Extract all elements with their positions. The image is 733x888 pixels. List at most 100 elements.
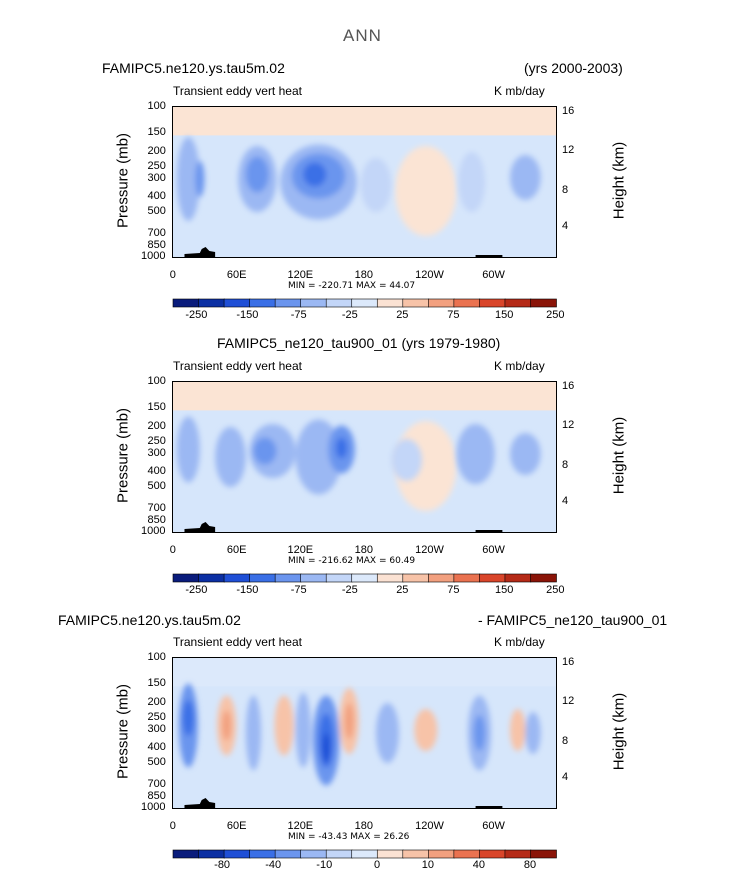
- panel3-y-tick: 300: [147, 722, 166, 735]
- panel3-min-max: MIN = -43.43 MAX = 26.26: [288, 832, 410, 842]
- panel3-units: K mb/day: [494, 635, 545, 649]
- panel3-contour-region: [525, 712, 541, 754]
- panel3-colorbar-swatch: [453, 849, 481, 859]
- panel2-contour-region: [456, 424, 495, 484]
- panel3-colorbar-label: 40: [472, 859, 486, 871]
- panel2-min-max: MIN = -216.62 MAX = 60.49: [288, 556, 416, 566]
- panel2-upper-band: [173, 382, 556, 411]
- panel1-colorbar-swatch: [453, 298, 481, 308]
- panel3-title-left: FAMIPC5.ne120.ys.tau5m.02: [58, 612, 241, 628]
- panel3-right-tick: 12: [562, 694, 575, 707]
- panel3-y-tick: 150: [147, 677, 166, 690]
- panel1-min-max: MIN = -220.71 MAX = 44.07: [288, 281, 416, 291]
- panel1-colorbar-label: -250: [185, 309, 208, 321]
- panel2-colorbar-label: 150: [495, 584, 514, 596]
- panel1-colorbar-label: -75: [290, 309, 307, 321]
- panel3-frame: [172, 657, 557, 809]
- panel3-y-tick: 1000: [141, 801, 166, 813]
- panel3-x-tick: 0: [169, 820, 176, 832]
- panel3-colorbar-swatch: [479, 849, 506, 859]
- panel3-contour-region: [245, 695, 262, 771]
- panel2-contour-region: [176, 416, 200, 483]
- panel1-title-right: (yrs 2000-2003): [524, 60, 623, 76]
- panel3-y-tick: 100: [147, 651, 166, 663]
- panel1-y-tick: 250: [147, 159, 166, 172]
- panel1-colorbar-swatch: [300, 298, 328, 308]
- panel3-colorbar-label: 0: [373, 859, 381, 871]
- panel1-colorbar-swatch: [504, 298, 532, 308]
- panel2-colorbar: [172, 573, 557, 583]
- panel1-x-tick: 0: [169, 269, 176, 281]
- panel1-y-tick: 850: [147, 239, 166, 252]
- panel1-y-tick: 1000: [141, 250, 166, 262]
- panel2-colorbar-label: -250: [185, 584, 208, 596]
- panel3-colorbar-label: -10: [316, 859, 333, 871]
- panel1-colorbar-swatch: [376, 298, 404, 308]
- panel1-x-tick: 120W: [415, 269, 444, 281]
- panel1-y-tick: 200: [147, 145, 166, 158]
- panel3-colorbar-swatch: [198, 849, 225, 859]
- panel2-colorbar-label: -75: [290, 584, 307, 596]
- panel3-colorbar-swatch: [274, 849, 302, 859]
- panel2-colorbar-swatch: [325, 573, 353, 583]
- panel3-colorbar-swatch: [249, 849, 276, 859]
- panel2-colorbar-swatch: [479, 573, 506, 583]
- panel3-y-tick: 850: [147, 790, 166, 803]
- panel2-colorbar-swatch: [376, 573, 404, 583]
- panel1-right-tick: 16: [562, 104, 575, 117]
- panel2-x-tick: 60E: [226, 544, 247, 556]
- panel1-colorbar-swatch: [479, 298, 506, 308]
- panel2-y-tick: 1000: [141, 525, 166, 537]
- panel1-colorbar-swatch: [249, 298, 276, 308]
- panel1-colorbar: [172, 298, 557, 308]
- panel3-terrain: [184, 798, 216, 808]
- panel1-y-tick: 400: [147, 190, 166, 203]
- panel2-right-tick: 12: [562, 418, 575, 431]
- panel2-colorbar-swatch: [249, 573, 276, 583]
- panel3-y-tick: 200: [147, 696, 166, 709]
- panel2-colorbar-swatch: [402, 573, 430, 583]
- panel2-contour-region: [510, 433, 541, 475]
- panel1-colorbar-swatch: [325, 298, 353, 308]
- panel2-colorbar-label: 25: [396, 584, 409, 596]
- panel3-x-tick: 180: [354, 820, 373, 832]
- panel1-colorbar-swatch: [172, 298, 200, 308]
- panel1-colorbar-label: -150: [236, 309, 259, 321]
- panel3-y-tick: 250: [147, 710, 166, 723]
- panel1-colorbar-swatch: [351, 298, 379, 308]
- panel2-title: FAMIPC5_ne120_tau900_01 (yrs 1979-1980): [217, 335, 501, 351]
- panel1-peach-region: [395, 146, 457, 236]
- panel3-colorbar-label: 10: [421, 859, 434, 871]
- panel2-contour-region: [253, 437, 277, 465]
- panel1-colorbar-label: 75: [447, 309, 460, 321]
- panel3-colorbar-label: -80: [214, 859, 231, 871]
- panel3-colorbar-swatch: [325, 849, 353, 859]
- panel2-colorbar-label: 250: [546, 584, 565, 596]
- panel3-right-tick: 8: [562, 735, 569, 747]
- panel3-subtitle: Transient eddy vert heat: [173, 635, 302, 649]
- panel1-colorbar-label: 150: [495, 309, 514, 321]
- panel3-right-tick: 4: [562, 771, 569, 783]
- panel2-ylabel-right: Height (km): [610, 416, 628, 495]
- panel3-ylabel-right: Height (km): [610, 692, 628, 771]
- panel3-x-tick: 120W: [415, 820, 444, 832]
- panel1-terrain: [475, 255, 503, 257]
- panel1-plot: [172, 106, 557, 258]
- panel3-contour-region: [182, 700, 195, 736]
- panel2-colorbar-swatch: [504, 573, 532, 583]
- panel1-contour-region: [303, 162, 327, 187]
- panel3-colorbar-swatch: [402, 849, 430, 859]
- panel2-colorbar-swatch: [198, 573, 225, 583]
- panel2-y-tick: 150: [147, 401, 166, 414]
- panel1-ylabel-right: Height (km): [610, 141, 628, 220]
- panel3-contour-region: [473, 715, 486, 751]
- panel3-ylabel-left: Pressure (mb): [114, 683, 132, 780]
- panel3-colorbar-label: -40: [265, 859, 282, 871]
- panel3-contour-region: [322, 733, 331, 763]
- panel1-contour-region: [458, 152, 486, 212]
- panel3-colorbar-swatch: [172, 849, 200, 859]
- panel3-colorbar: [172, 849, 557, 859]
- panel1-colorbar-label: 25: [396, 309, 409, 321]
- panel3-right-tick: 16: [562, 655, 575, 668]
- panel3-contour-region: [222, 710, 232, 741]
